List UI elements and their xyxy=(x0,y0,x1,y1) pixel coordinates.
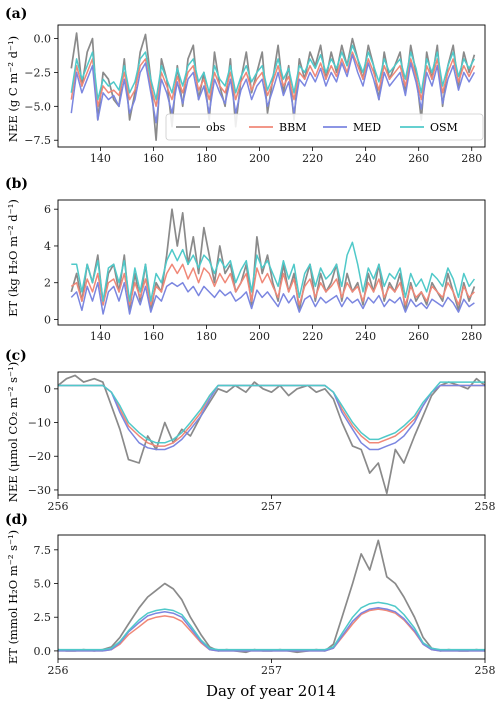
panel-label: (a) xyxy=(5,6,27,22)
legend-label-obs: obs xyxy=(206,121,226,134)
panel-3: (c)NEE (μmol CO₂ m⁻² s⁻¹) 256 257 258 0 −10 −2… xyxy=(5,348,496,513)
legend: obs BBM MED OSM xyxy=(165,113,484,141)
x-tick-label: 200 xyxy=(249,152,270,165)
y-axis-label: NEE (g C m⁻² d⁻¹) xyxy=(6,36,20,142)
series-line-MED xyxy=(58,607,485,652)
y-tick-label: −5.0 xyxy=(24,100,51,113)
x-tick-label: 140 xyxy=(90,152,111,165)
panel-label: (d) xyxy=(5,512,28,528)
panel-label: (b) xyxy=(5,176,28,192)
y-tick-label: 5.0 xyxy=(34,578,52,591)
x-tick-label: 200 xyxy=(249,330,270,343)
y-tick-label: 0.0 xyxy=(34,33,52,46)
series-line-OSM xyxy=(58,381,485,444)
series-line-OSM xyxy=(71,241,476,302)
y-tick-label: 0 xyxy=(44,313,51,326)
panel-1: (a) NEE (g C m⁻² d⁻¹) 140 160 180 200 220 240 26… xyxy=(5,6,486,165)
y-tick-label: −7.5 xyxy=(24,134,51,147)
legend-label-BBM: BBM xyxy=(279,121,306,134)
series-group xyxy=(70,208,476,315)
y-tick-label: −20 xyxy=(28,450,51,463)
x-tick-label: 258 xyxy=(475,500,496,513)
y-tick-label: 2.5 xyxy=(34,611,52,624)
series-line-BBM xyxy=(70,263,475,306)
x-tick-label: 240 xyxy=(355,330,376,343)
x-tick-label: 140 xyxy=(90,330,111,343)
legend-label-MED: MED xyxy=(353,121,381,134)
y-tick-label: 0 xyxy=(44,383,51,396)
y-axis-label: ET (mmol H₂O m⁻² s⁻¹) xyxy=(6,530,20,664)
y-axis-label: NEE (μmol CO₂ m⁻² s⁻¹) xyxy=(6,362,20,502)
x-tick-label: 220 xyxy=(302,152,323,165)
series-line-obs xyxy=(58,374,485,495)
axes-frame xyxy=(57,24,486,148)
x-tick-label: 256 xyxy=(48,500,69,513)
series-line-obs xyxy=(58,539,485,654)
panel-4: (d) ET (mmol H₂O m⁻² s⁻¹) 256 257 258 0.0 2.5 5… xyxy=(5,512,496,677)
series-line-OSM xyxy=(70,44,476,101)
y-tick-label: 6 xyxy=(44,203,51,216)
x-tick-label: 258 xyxy=(475,664,496,677)
x-tick-label: 260 xyxy=(408,330,429,343)
legend-label-OSM: OSM xyxy=(430,121,458,134)
series-line-BBM xyxy=(70,51,476,108)
series-line-MED xyxy=(70,54,476,124)
y-tick-label: −10 xyxy=(28,417,51,430)
panel-label: (c) xyxy=(5,348,27,364)
x-tick-label: 256 xyxy=(48,664,69,677)
series-line-MED xyxy=(70,281,475,315)
y-tick-label: 0.0 xyxy=(34,645,52,658)
x-tick-label: 280 xyxy=(461,152,482,165)
x-tick-label: 257 xyxy=(261,500,282,513)
y-tick-label: 2 xyxy=(44,277,51,290)
x-tick-label: 257 xyxy=(261,664,282,677)
x-tick-label: 260 xyxy=(408,152,429,165)
y-axis-label: ET (kg H₂O m⁻² d⁻¹) xyxy=(6,199,20,317)
x-axis-label: Day of year 2014 xyxy=(206,682,336,700)
x-tick-label: 240 xyxy=(355,152,376,165)
x-tick-label: 180 xyxy=(196,330,217,343)
series-group xyxy=(58,539,485,654)
y-tick-label: −2.5 xyxy=(24,66,51,79)
series-group xyxy=(70,32,476,142)
series-group xyxy=(58,374,485,495)
x-tick-label: 180 xyxy=(196,152,217,165)
x-tick-label: 160 xyxy=(143,152,164,165)
y-tick-label: −30 xyxy=(28,484,51,497)
y-tick-label: 7.5 xyxy=(34,544,52,557)
x-tick-label: 220 xyxy=(302,330,323,343)
y-tick-label: 4 xyxy=(44,240,51,253)
x-tick-label: 280 xyxy=(461,330,482,343)
axes-frame xyxy=(57,371,486,496)
axes-frame xyxy=(57,199,486,326)
panel-2: (b)ET (kg H₂O m⁻² d⁻¹)140 160 180 200 220 240… xyxy=(5,176,486,343)
series-line-OSM xyxy=(58,601,485,651)
x-tick-label: 160 xyxy=(143,330,164,343)
series-line-BBM xyxy=(58,608,485,652)
